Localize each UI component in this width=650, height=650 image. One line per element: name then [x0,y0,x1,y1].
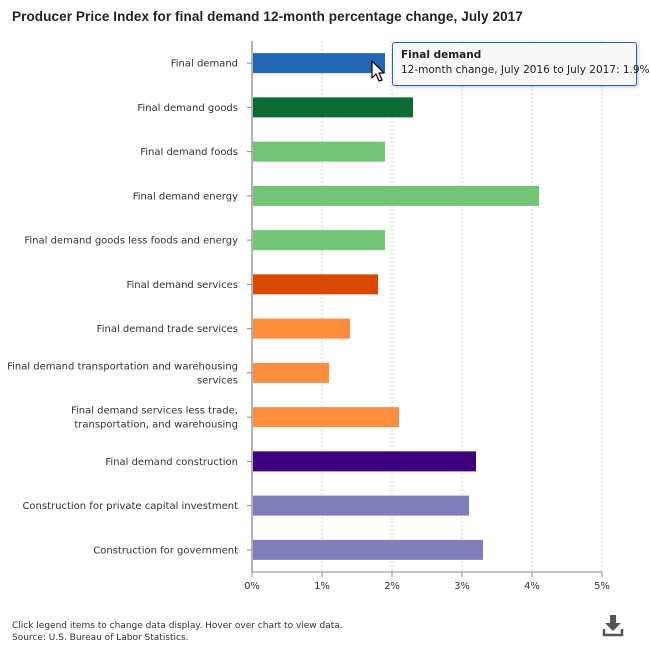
tooltip-body: 12-month change, July 2016 to July 2017:… [401,64,650,76]
category-label: Construction for private capital investm… [22,501,238,512]
category-label: Final demand services [127,280,239,291]
category-label: Construction for government [93,545,238,556]
bar[interactable] [253,318,350,339]
bar[interactable] [253,97,413,118]
bar[interactable] [253,451,476,472]
x-tick-label: 0% [244,581,260,592]
x-tick-label: 2% [384,581,400,592]
footer: Click legend items to change data displa… [12,620,343,644]
bar[interactable] [253,53,385,74]
category-label: Final demand transportation and warehous… [7,361,238,372]
bar[interactable] [253,185,539,206]
bar[interactable] [253,141,385,162]
bar[interactable] [253,539,483,560]
tooltip: Final demand 12-month change, July 2016 … [392,42,650,86]
x-tick-label: 3% [454,581,470,592]
category-label: Final demand construction [105,457,238,468]
tooltip-value: 1.9% [622,64,650,76]
category-label: services [197,375,238,386]
bar[interactable] [253,407,399,428]
category-label: Final demand foods [140,147,238,158]
tooltip-prefix: 12-month change, July 2016 to July 2017: [401,64,623,76]
bar-chart[interactable]: 0% 1% 2% 3% 4% 5% Final demand Final demand goo… [0,0,650,600]
mouse-pointer-icon [371,60,385,82]
footer-source: Source: U.S. Bureau of Labor Statistics. [12,633,189,643]
bar[interactable] [253,362,329,383]
category-label: Final demand goods less foods and energy [24,236,238,247]
category-label: Final demand energy [133,191,238,202]
footer-note: Click legend items to change data displa… [12,621,343,631]
category-label: Final demand [171,59,238,70]
bar[interactable] [253,495,469,516]
x-tick-label: 4% [524,581,540,592]
x-tick-label: 5% [594,581,610,592]
category-label: Final demand goods [137,103,238,114]
tooltip-title: Final demand [401,49,482,61]
download-icon[interactable] [602,613,624,637]
category-label: Final demand trade services [97,324,238,335]
x-tick-label: 1% [314,581,330,592]
chart-title: Producer Price Index for final demand 12… [12,9,523,24]
bar[interactable] [253,274,378,295]
category-label: Final demand services less trade, [71,406,238,417]
bar[interactable] [253,230,385,251]
category-label: transportation, and warehousing [74,420,238,431]
